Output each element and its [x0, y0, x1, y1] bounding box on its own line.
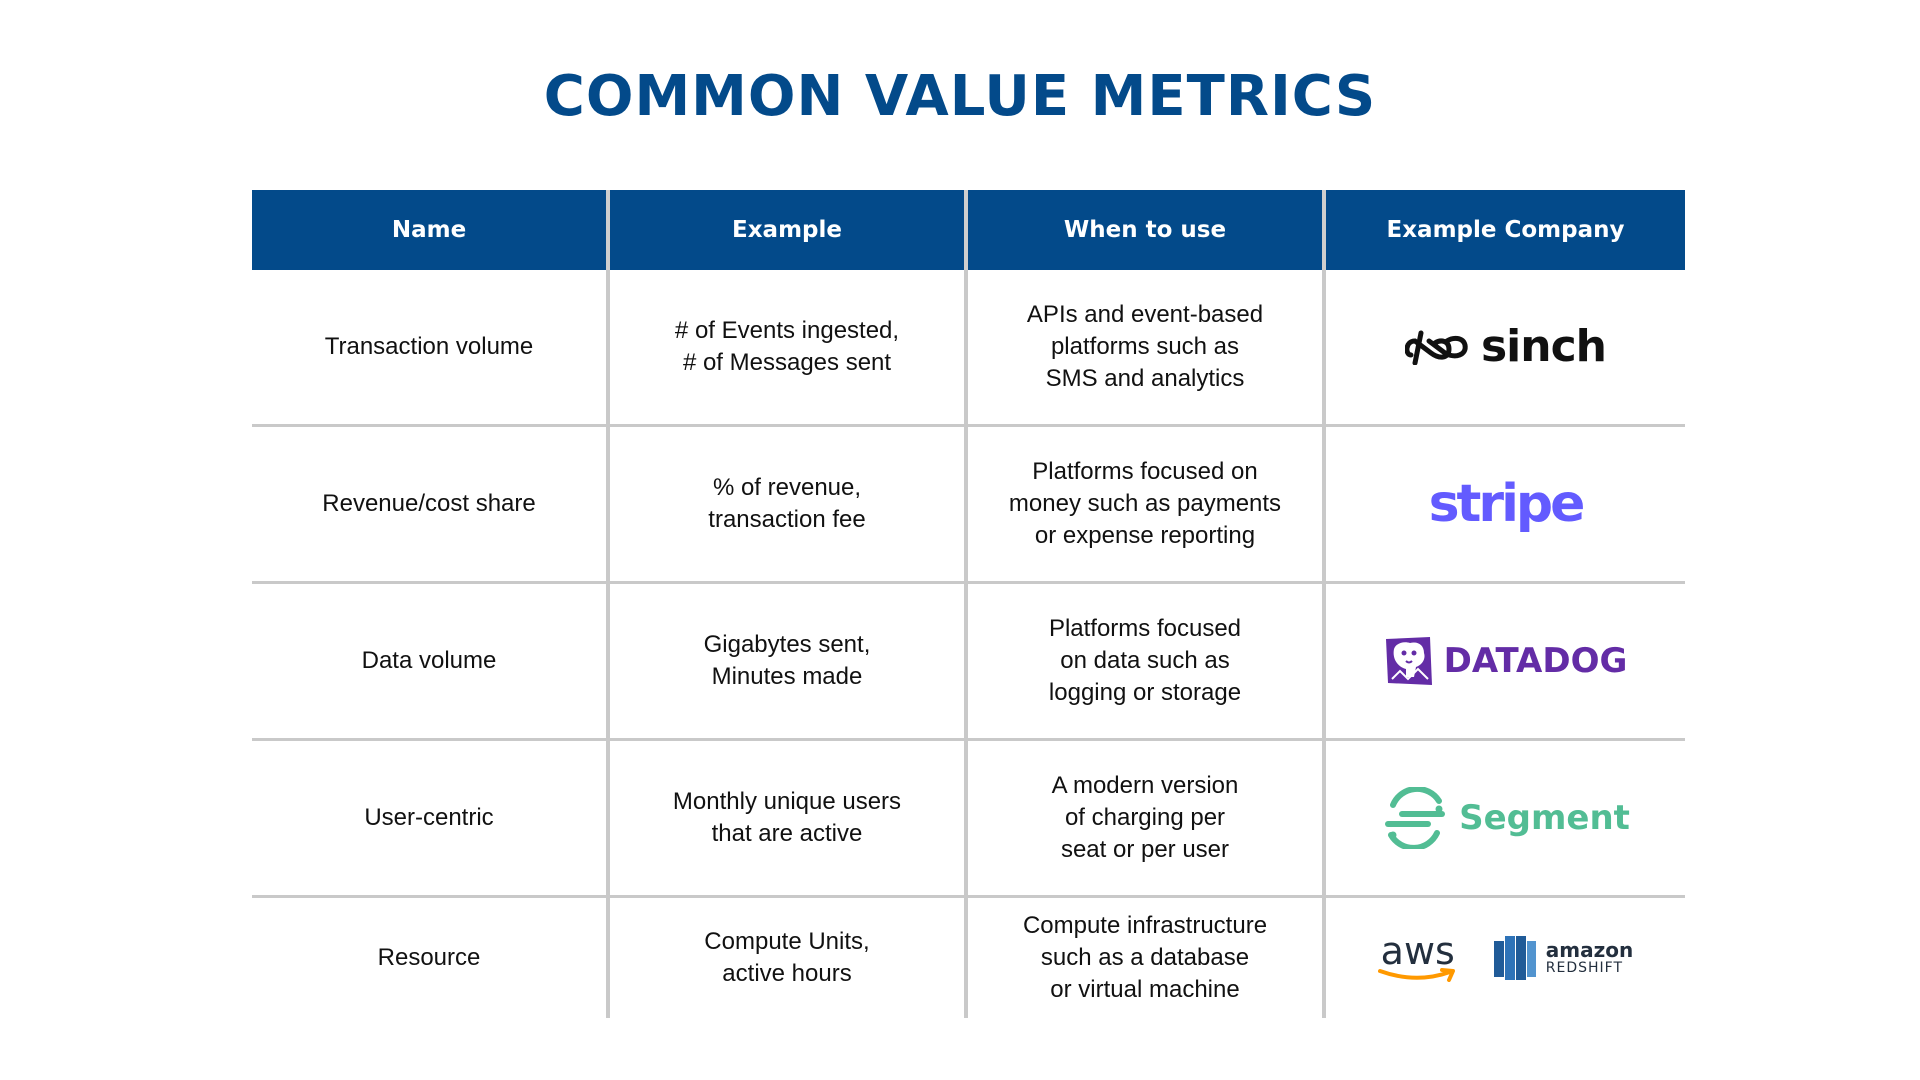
page-title: COMMON VALUE METRICS: [543, 64, 1377, 129]
when-line: of charging per: [1064, 804, 1226, 831]
company-logo-stripe: stripe: [1326, 427, 1685, 581]
aws-logo: aws: [1377, 929, 1458, 982]
redshift-amazon-label: amazon: [1545, 938, 1634, 962]
header-example-company: Example Company: [1386, 217, 1625, 243]
table-row: User-centric Monthly unique users that a…: [252, 741, 1685, 898]
when-line: logging or storage: [1048, 679, 1242, 706]
when-line: seat or per user: [1060, 836, 1230, 863]
company-name: aws: [1380, 929, 1455, 973]
metric-name: Transaction volume: [252, 270, 610, 424]
metric-name: Resource: [252, 898, 610, 1018]
metric-example: Gigabytes sent, Minutes made: [610, 584, 968, 738]
company-logo-aws-redshift: aws amazo: [1326, 898, 1685, 1018]
when-line: A modern version: [1051, 772, 1239, 799]
company-logo-segment: Segment: [1326, 741, 1685, 895]
datadog-dog-icon: [1385, 637, 1432, 685]
example-line: # of Messages sent: [682, 349, 892, 376]
metric-when: A modern version of charging per seat or…: [968, 741, 1326, 895]
example-line: Compute Units,: [704, 928, 870, 955]
metric-when: APIs and event-based platforms such as S…: [968, 270, 1326, 424]
when-line: on data such as: [1060, 647, 1230, 674]
when-line: such as a database: [1040, 944, 1250, 971]
header-when-to-use: When to use: [968, 190, 1326, 270]
example-line: Minutes made: [711, 663, 863, 690]
when-line: money such as payments: [1008, 490, 1282, 517]
table-row: Resource Compute Units, active hours Com…: [252, 898, 1685, 1018]
redshift-label: REDSHIFT: [1545, 960, 1624, 976]
when-line: or virtual machine: [1050, 976, 1240, 1003]
example-line: active hours: [722, 960, 852, 987]
table-row: Revenue/cost share % of revenue, transac…: [252, 427, 1685, 584]
table-row: Data volume Gigabytes sent, Minutes made…: [252, 584, 1685, 741]
metrics-table: Name Example When to use Example Company…: [252, 190, 1685, 1018]
header-example: Example: [610, 190, 968, 270]
metric-name: Data volume: [252, 584, 610, 738]
company-logo-sinch: sinch: [1326, 270, 1685, 424]
aws-smile-icon: [1377, 968, 1455, 982]
metric-when: Compute infrastructure such as a databas…: [968, 898, 1326, 1018]
header-name: Name: [252, 190, 610, 270]
metric-example: Compute Units, active hours: [610, 898, 968, 1018]
metric-example: # of Events ingested, # of Messages sent: [610, 270, 968, 424]
example-line: # of Events ingested,: [674, 317, 900, 344]
company-name: DATADOG: [1443, 641, 1628, 681]
table-header: Name Example When to use Example Company: [252, 190, 1685, 270]
when-line: Platforms focused: [1048, 615, 1242, 642]
when-line: APIs and event-based: [1026, 301, 1264, 328]
company-name: stripe: [1428, 474, 1586, 534]
segment-logo-icon: [1385, 787, 1446, 849]
metric-when: Platforms focused on money such as payme…: [968, 427, 1326, 581]
sinch-logo-icon: [1404, 330, 1468, 365]
when-line: Compute infrastructure: [1022, 912, 1268, 939]
example-line: % of revenue,: [712, 474, 862, 501]
example-line: that are active: [711, 820, 863, 847]
example-line: transaction fee: [708, 506, 866, 533]
metric-name: Revenue/cost share: [252, 427, 610, 581]
example-line: Monthly unique users: [672, 788, 902, 815]
company-name: Segment: [1459, 798, 1630, 838]
redshift-icon: [1493, 936, 1536, 980]
example-line: Gigabytes sent,: [703, 631, 871, 658]
when-line: Platforms focused on: [1032, 458, 1258, 485]
metric-name: User-centric: [252, 741, 610, 895]
company-logo-datadog: DATADOG: [1326, 584, 1685, 738]
redshift-logo: amazon REDSHIFT: [1492, 933, 1633, 983]
metric-example: % of revenue, transaction fee: [610, 427, 968, 581]
metric-example: Monthly unique users that are active: [610, 741, 968, 895]
metric-when: Platforms focused on data such as loggin…: [968, 584, 1326, 738]
when-line: SMS and analytics: [1045, 365, 1245, 392]
when-line: or expense reporting: [1034, 522, 1256, 549]
company-name: sinch: [1480, 321, 1607, 372]
when-line: platforms such as: [1050, 333, 1240, 360]
table-row: Transaction volume # of Events ingested,…: [252, 270, 1685, 427]
